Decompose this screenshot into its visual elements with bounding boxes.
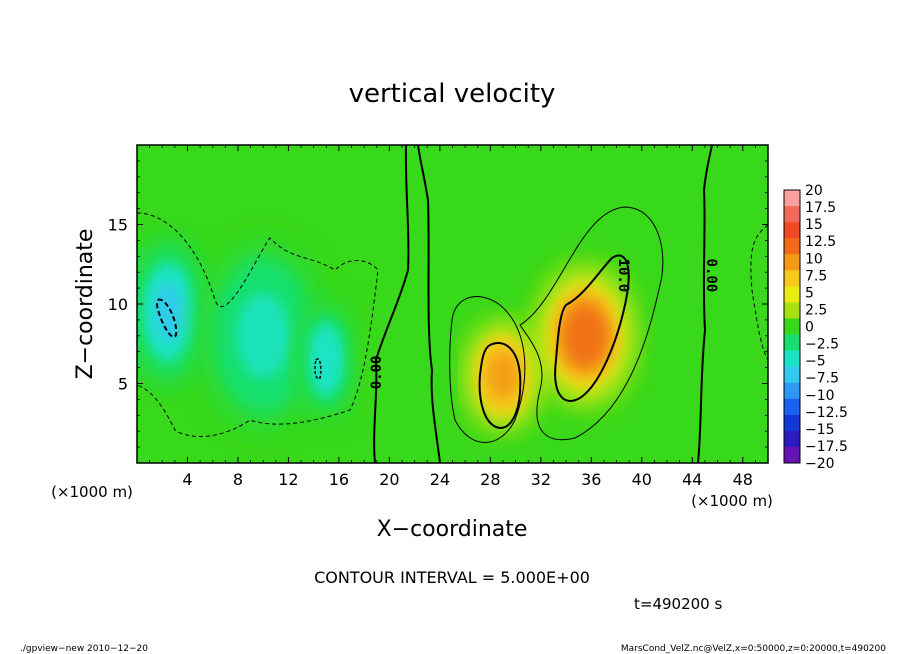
y-tick-label: 15 [108, 216, 128, 235]
colorbar-swatch [784, 270, 800, 287]
neg-contour-core [155, 298, 178, 338]
x-tick-label: 44 [682, 470, 702, 489]
contour-10-right [554, 254, 630, 402]
colorbar-swatch [784, 238, 800, 255]
colorbar-swatch [784, 190, 800, 207]
zero-contour-3 [697, 145, 713, 463]
contour-label: 0.00 [369, 356, 385, 390]
colorbar-label: −17.5 [805, 439, 848, 455]
colorbar-label: −15 [805, 422, 835, 438]
x-tick-label: 32 [531, 470, 551, 489]
colorbar-label: 15 [805, 217, 823, 233]
contour-5-right [519, 206, 664, 441]
colorbar-frame [783, 189, 801, 464]
colorbar-label: −7.5 [805, 371, 839, 387]
x-axis: 4 8 12 16 20 24 28 32 36 40 44 48 [149, 145, 756, 489]
colorbar-label: 0 [805, 320, 814, 336]
y-axis: 5 10 15 [108, 160, 768, 448]
zero-contour-2 [417, 145, 441, 463]
colorbar-swatch [784, 398, 800, 416]
colorbar-label: 10 [805, 251, 823, 267]
contour-10-left [478, 342, 522, 430]
x-tick-label: 28 [480, 470, 500, 489]
colorbar-label: −20 [805, 456, 835, 472]
colorbar-label: −12.5 [805, 405, 848, 421]
x-tick-label: 16 [329, 470, 349, 489]
colorbar-swatch [784, 382, 800, 400]
colorbar-label: 5 [805, 285, 814, 301]
contour-interval-text: CONTOUR INTERVAL = 5.000E+00 [314, 568, 590, 587]
colorbar-swatch [784, 286, 800, 303]
y-axis-label: Z−coordinate [73, 229, 98, 380]
colorbar-label: 17.5 [805, 200, 836, 216]
contour-5-left [449, 296, 526, 443]
colorbar-label: −5 [805, 354, 826, 370]
colorbar-swatch [784, 254, 800, 271]
colorbar-swatch [784, 366, 800, 384]
colorbar-swatch [784, 334, 800, 351]
x-tick-label: 40 [632, 470, 652, 489]
colorbar-swatch [784, 414, 800, 432]
field-ring [563, 305, 607, 367]
colorbar-swatch [784, 302, 800, 319]
footer-right-note: MarsCond_VelZ.nc@VelZ,x=0:50000,z=0:2000… [621, 644, 886, 654]
chart-title: vertical velocity [349, 79, 556, 109]
colorbar-swatch [784, 206, 800, 223]
colorbar-swatch [784, 446, 800, 464]
x-tick-label: 24 [430, 470, 450, 489]
neg-contour-16 [314, 358, 322, 380]
y-tick-label: 10 [108, 295, 128, 314]
x-tick-label: 8 [233, 470, 243, 489]
x-tick-label: 48 [733, 470, 753, 489]
colorbar-swatch [784, 430, 800, 448]
colorbar-swatch [784, 222, 800, 239]
contour-labels: 0.00 10.0 0.00 [369, 259, 719, 390]
field-downdraft-left [137, 242, 204, 382]
x-tick-label: 20 [379, 470, 399, 489]
y-unit-label: (×1000 m) [51, 483, 133, 501]
neg-contour-right [750, 224, 768, 361]
colorbar-label: −10 [805, 388, 835, 404]
colorbar-label: 7.5 [805, 268, 827, 284]
y-tick-label: 5 [118, 375, 128, 394]
contour-layer [137, 145, 768, 463]
colorbar-label: −2.5 [805, 337, 839, 353]
field-updraft-28 [465, 319, 541, 432]
colorbar-label: 2.5 [805, 302, 827, 318]
colorbar-label: 12.5 [805, 234, 836, 250]
plot-area: 0.00 10.0 0.00 [137, 145, 768, 463]
x-tick-label: 12 [278, 470, 298, 489]
x-axis-label: X−coordinate [377, 517, 528, 542]
colorbar-swatch [784, 318, 800, 335]
field-ring [486, 351, 520, 400]
time-label: t=490200 s [634, 595, 722, 613]
footer-left-note: ./gpview−new 2010−12−20 [20, 644, 148, 654]
colorbar-label: 20 [805, 183, 823, 199]
field-ring [236, 293, 290, 378]
colorbar-swatch [784, 350, 800, 367]
zero-contour-1 [373, 145, 410, 463]
field-downdraft-16 [297, 296, 355, 424]
contour-label: 10.0 [615, 259, 631, 293]
x-tick-label: 36 [581, 470, 601, 489]
field-updraft-36 [534, 264, 636, 408]
x-tick-label: 4 [182, 470, 192, 489]
x-unit-label: (×1000 m) [691, 492, 773, 510]
contour-label: 0.00 [703, 259, 719, 293]
